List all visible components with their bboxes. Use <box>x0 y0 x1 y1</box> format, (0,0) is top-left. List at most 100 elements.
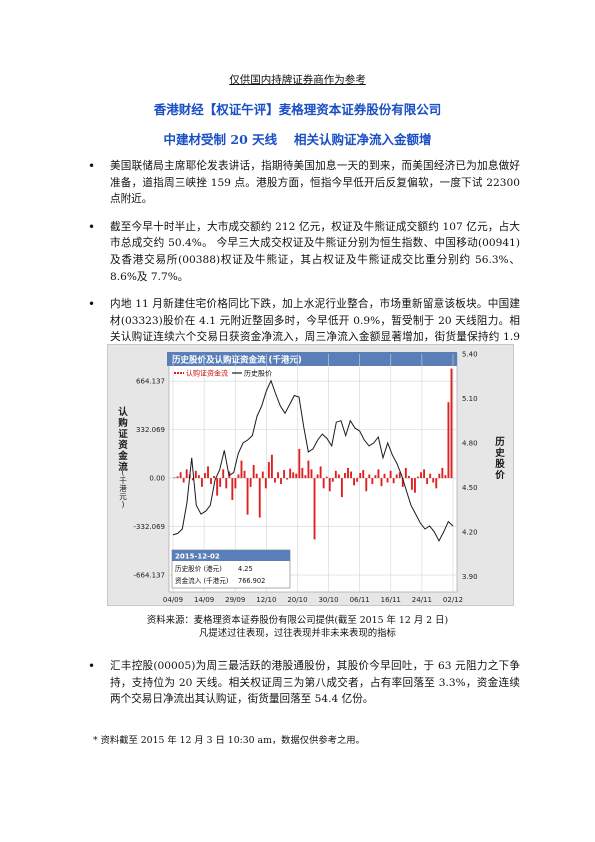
flow-bar <box>347 467 349 479</box>
flow-bar <box>401 478 404 487</box>
flow-bar <box>371 478 374 484</box>
flow-bar <box>219 478 222 487</box>
flow-bar <box>264 478 267 489</box>
flow-bar <box>395 474 398 479</box>
flow-bar <box>234 478 237 489</box>
bullet-icon: • <box>88 297 96 312</box>
ylabel-left-unit-char: 港 <box>119 483 127 493</box>
flow-bar <box>204 473 206 479</box>
ylabel-right-char: 历 <box>495 437 505 448</box>
info-flow-value: 766.902 <box>238 577 265 585</box>
flow-bar <box>246 478 249 515</box>
flow-bar <box>380 478 383 487</box>
x-tick-label: 30/10 <box>318 596 338 604</box>
bullet-item: • 截至今早十时半止，大市成交额约 212 亿元，权证及牛熊证成交额约 107 亿… <box>88 219 520 285</box>
left-tick-label: -664.137 <box>134 572 165 580</box>
price-line <box>172 379 454 542</box>
flow-bar <box>307 460 310 479</box>
flow-bar <box>222 469 225 479</box>
flow-bar <box>310 469 313 479</box>
bullet-item: • 汇丰控股(00005)为周三最活跃的港股通股份，其股价今早回吐，于 63 元阻… <box>88 658 520 708</box>
right-tick-label: 5.40 <box>462 351 478 359</box>
flow-bar <box>231 478 234 501</box>
flow-bar <box>304 475 307 479</box>
right-tick-label: 4.80 <box>462 439 478 447</box>
flow-bar <box>249 478 252 487</box>
flow-bar <box>213 475 216 479</box>
flow-bar <box>398 472 401 479</box>
flow-bar <box>277 472 279 479</box>
ylabel-left-char: 证 <box>118 429 128 440</box>
flow-bar <box>176 476 179 479</box>
bullet-icon: • <box>88 159 96 173</box>
chart-frame: 历史股价及认购证资金流 (千港元) 664.137 332.069 0.00 -332… <box>107 344 514 606</box>
flow-bar <box>200 478 203 487</box>
chart: 历史股价及认购证资金流 (千港元) 664.137 332.069 0.00 -332… <box>117 351 505 605</box>
flow-bar <box>350 471 352 479</box>
ylabel-left-unit: (千港元) <box>119 468 127 509</box>
bullet-icon: • <box>88 659 96 673</box>
x-tick-label: 29/09 <box>225 596 245 604</box>
flow-bar <box>389 470 392 479</box>
flow-bar <box>225 478 228 489</box>
ylabel-left-unit-char: 元 <box>119 492 127 501</box>
flow-bar <box>438 473 441 479</box>
flow-bar <box>404 467 407 479</box>
flow-bar <box>319 466 322 479</box>
flow-bar <box>337 474 340 479</box>
flow-bar <box>365 478 368 492</box>
x-axis-ticks: 04/09 14/09 29/09 12/10 20/10 30/10 06/11 16/11… <box>163 596 463 604</box>
flow-bar <box>429 473 432 479</box>
bullet-icon: • <box>88 219 96 234</box>
flow-bar <box>417 476 419 479</box>
flow-bar <box>252 464 255 479</box>
left-tick-label: -332.069 <box>134 523 165 531</box>
flow-bar <box>270 454 273 479</box>
flow-bar <box>450 368 453 479</box>
flow-bar <box>447 402 450 479</box>
company-title: 香港财经【权证午评】麦格理资本证券股份有限公司 <box>153 102 442 117</box>
ylabel-left-unit-char: ( <box>122 468 125 477</box>
flow-bar <box>435 478 438 489</box>
right-tick-label: 4.50 <box>462 484 478 492</box>
chart-title-bar <box>167 352 457 366</box>
chart-source-line-2: 凡提述过往表现，过往表现并非未来表现的指标 <box>199 628 396 639</box>
headline: 中建材受制 20 天线 相关认购证净流入金额增 <box>163 132 432 147</box>
right-axis-ticks: 5.40 5.10 4.80 4.50 4.20 3.90 <box>462 351 478 581</box>
bullet-text: 截至今早十时半止，大市成交额约 212 亿元，权证及牛熊证成交额约 107 亿元… <box>110 220 520 283</box>
flow-bar <box>301 467 304 479</box>
flow-bar <box>386 478 389 483</box>
flow-bar <box>286 478 289 480</box>
bar-series <box>173 368 453 540</box>
flow-bar <box>331 478 334 482</box>
flow-bar <box>240 460 243 479</box>
right-tick-label: 5.10 <box>462 395 478 403</box>
left-axis-ticks: 664.137 332.069 0.00 -332.069 -664.137 <box>134 378 165 580</box>
right-tick-label: 4.20 <box>462 528 478 536</box>
flow-bar <box>334 470 337 479</box>
ylabel-left-char: 购 <box>118 417 128 429</box>
left-axis-label: 认购证资金流 (千港元) <box>117 406 128 509</box>
flow-bar <box>444 475 447 479</box>
bullet-list-bottom: • 汇丰控股(00005)为周三最活跃的港股通股份，其股价今早回吐，于 63 元阻… <box>88 658 520 719</box>
flow-bar <box>392 478 395 484</box>
ylabel-left-char: 流 <box>118 461 128 473</box>
flow-bar <box>353 478 356 486</box>
flow-bar <box>237 474 240 479</box>
x-tick-label: 24/11 <box>412 596 432 604</box>
flow-bar <box>344 473 346 479</box>
left-tick-label: 332.069 <box>136 426 165 434</box>
ylabel-left-unit-char: ) <box>122 500 125 509</box>
ylabel-left-char: 认 <box>118 406 128 418</box>
flow-bar <box>283 470 286 479</box>
x-tick-label: 16/11 <box>381 596 401 604</box>
flow-bar <box>441 467 444 479</box>
flow-bar <box>410 478 413 490</box>
flow-bar <box>243 470 246 479</box>
chart-source-line-1: 资料来源：麦格理资本证券股份有限公司提供(截至 2015 年 12 月 2 日) <box>146 615 449 626</box>
info-price-value: 4.25 <box>238 565 253 573</box>
flow-bar <box>383 473 386 479</box>
x-tick-label: 20/10 <box>287 596 307 604</box>
flow-bar <box>362 470 365 479</box>
